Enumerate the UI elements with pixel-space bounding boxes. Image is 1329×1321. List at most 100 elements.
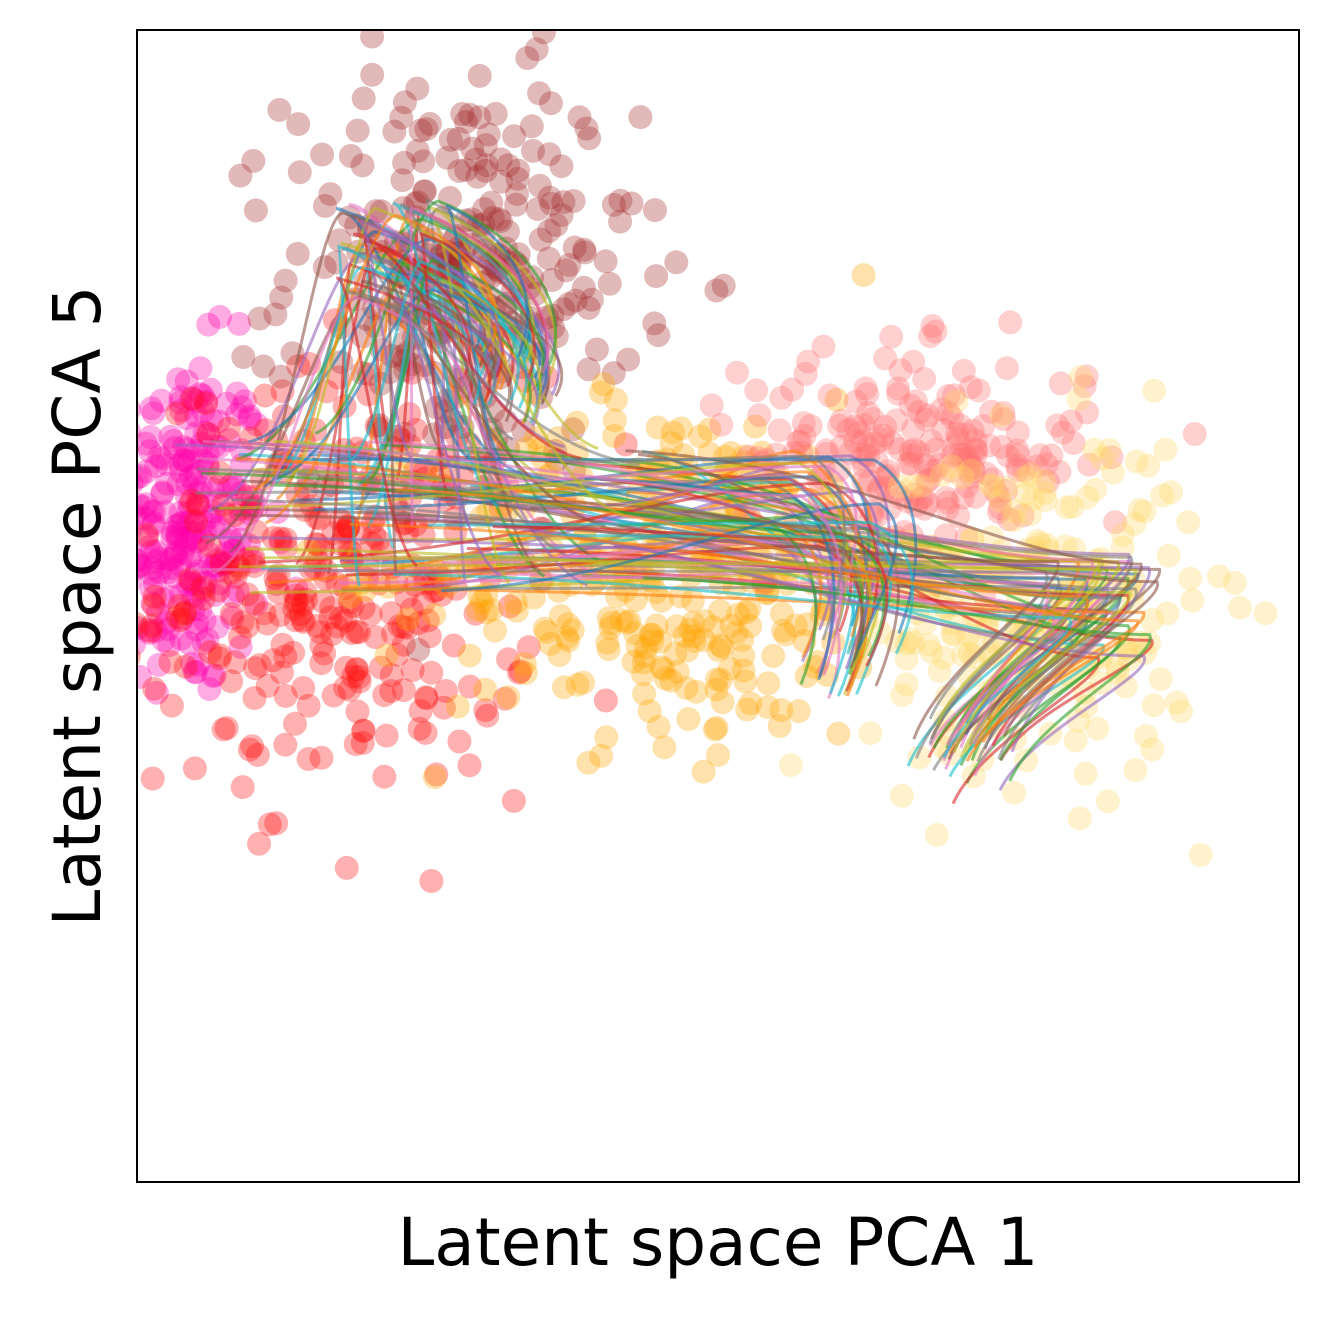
scatter-point — [174, 483, 199, 508]
scatter-point — [584, 337, 609, 362]
scatter-point — [268, 364, 293, 389]
scatter-point — [351, 86, 376, 111]
scatter-point — [321, 683, 346, 708]
scatter-point — [372, 683, 397, 708]
scatter-point — [615, 610, 640, 635]
scatter-point — [1222, 570, 1247, 595]
scatter-point — [936, 384, 961, 409]
scatter-point — [733, 669, 758, 694]
scatter-point — [241, 591, 266, 616]
scatter-point — [829, 434, 854, 459]
scatter-point — [182, 471, 207, 496]
scatter-point — [554, 625, 579, 650]
scatter-point — [697, 417, 722, 442]
scatter-point — [344, 619, 369, 644]
scatter-point — [1148, 667, 1173, 692]
scatter-point — [873, 414, 897, 439]
scatter-point — [137, 525, 159, 550]
scatter-point — [137, 517, 144, 539]
scatter-point — [473, 698, 498, 723]
scatter-point — [175, 471, 200, 496]
scatter-point — [186, 492, 211, 517]
scatter-point — [929, 463, 954, 488]
trajectory-line — [263, 556, 1102, 754]
scatter-point — [1060, 494, 1085, 519]
scatter-point — [1033, 488, 1058, 513]
scatter-point — [778, 753, 803, 778]
scatter-point — [989, 403, 1014, 428]
scatter-point — [310, 142, 335, 167]
trajectory-line — [395, 488, 1140, 762]
trajectory-layer — [174, 198, 1162, 805]
scatter-point — [649, 655, 674, 680]
scatter-point — [935, 490, 960, 515]
scatter-point — [251, 354, 276, 379]
scatter-point — [360, 62, 385, 87]
scatter-point — [159, 547, 184, 572]
scatter-point — [137, 506, 157, 531]
scatter-point — [931, 645, 956, 670]
scatter-point — [602, 408, 627, 433]
scatter-point — [345, 657, 369, 682]
scatter-point — [351, 718, 376, 743]
scatter-point — [231, 345, 256, 369]
scatter-point — [793, 362, 818, 386]
scatter-point — [202, 663, 227, 688]
scatter-point — [851, 429, 876, 454]
scatter-point — [405, 76, 430, 101]
scatter-point — [176, 449, 201, 474]
scatter-point — [155, 471, 179, 496]
trajectory-line — [349, 522, 1089, 749]
scatter-point — [678, 617, 703, 642]
scatter-point — [167, 594, 192, 618]
scatter-point — [780, 377, 805, 402]
scatter-point — [870, 427, 895, 452]
scatter-point — [142, 570, 167, 595]
scatter-point — [137, 400, 142, 419]
scatter-point — [137, 611, 148, 636]
scatter-point — [137, 476, 139, 489]
scatter-point — [771, 618, 796, 643]
scatter-point — [604, 387, 628, 412]
scatter-point — [137, 617, 160, 642]
scatter-point — [247, 653, 272, 678]
scatter-point — [935, 497, 960, 521]
scatter-point — [734, 600, 759, 625]
scatter-point — [415, 608, 440, 633]
scatter-point — [244, 591, 269, 616]
scatter-point — [534, 620, 559, 645]
scatter-point — [652, 735, 677, 760]
scatter-point — [193, 571, 218, 596]
scatter-point — [609, 608, 634, 633]
scatter-point — [368, 655, 393, 680]
scatter-point — [199, 408, 224, 433]
scatter-point — [184, 617, 209, 642]
scatter-point — [164, 520, 189, 545]
scatter-point — [991, 401, 1016, 425]
scatter-point — [168, 500, 193, 525]
scatter-point — [710, 635, 735, 660]
scatter-point — [983, 479, 1008, 504]
scatter-point — [539, 91, 563, 116]
scatter-point — [963, 428, 988, 453]
scatter-point — [927, 452, 952, 477]
scatter-point — [900, 474, 925, 499]
trajectory-line — [409, 206, 550, 527]
scatter-point — [1105, 655, 1130, 680]
scatter-point — [374, 723, 399, 748]
scatter-point — [241, 149, 266, 173]
scatter-point — [918, 459, 943, 484]
scatter-point — [959, 464, 984, 489]
scatter-point — [201, 664, 225, 688]
scatter-point — [843, 389, 868, 414]
scatter-point — [151, 628, 176, 653]
scatter-point — [998, 310, 1023, 335]
scatter-point — [198, 640, 223, 665]
scatter-point — [324, 250, 349, 275]
scatter-point — [1028, 443, 1052, 468]
scatter-point — [980, 473, 1005, 498]
trajectory-line — [314, 199, 558, 435]
scatter-point — [144, 539, 168, 564]
scatter-point — [144, 549, 168, 574]
scatter-point — [669, 416, 694, 441]
